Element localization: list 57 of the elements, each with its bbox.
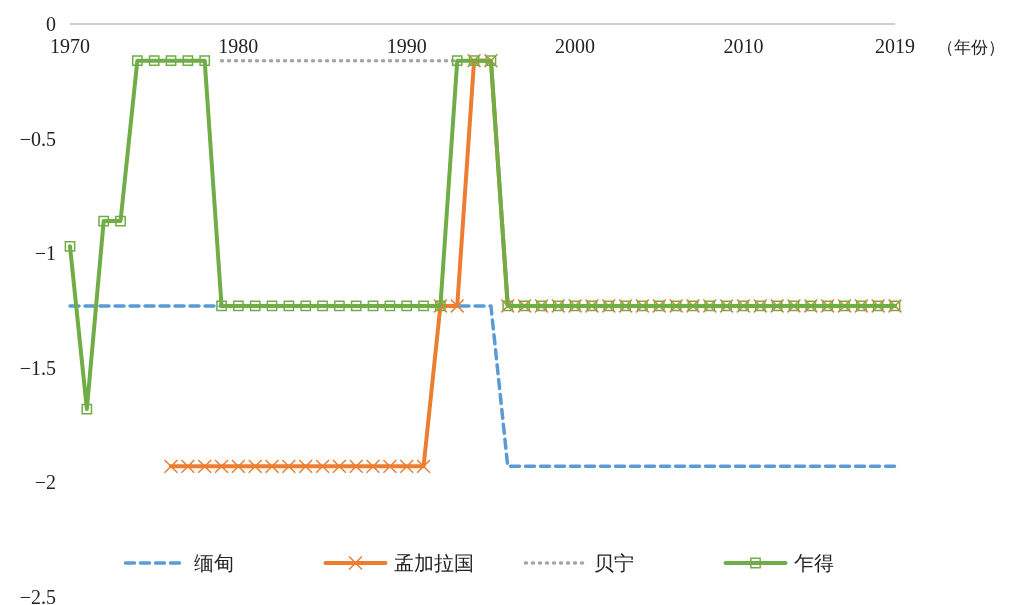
point [333, 300, 345, 312]
point [365, 459, 381, 474]
point [131, 55, 143, 67]
point [266, 300, 278, 312]
point [384, 300, 396, 312]
x-tick-label: 1980 [218, 35, 259, 57]
point [163, 459, 179, 474]
point [451, 55, 463, 67]
point [350, 300, 362, 312]
x-axis-title: （年份） [937, 37, 1005, 57]
point [199, 55, 211, 67]
x-tick-label: 1970 [50, 35, 90, 57]
y-tick-label: −0.5 [19, 127, 56, 150]
point [216, 300, 227, 312]
point [115, 215, 126, 227]
point [64, 240, 76, 252]
point [315, 459, 330, 474]
point [399, 459, 414, 474]
point [249, 300, 261, 312]
x-tick-label: 2000 [555, 35, 596, 57]
point [382, 459, 398, 474]
legend-label: 缅甸 [193, 551, 234, 575]
legend-label: 孟加拉国 [393, 551, 474, 575]
point [298, 459, 313, 474]
point [367, 300, 379, 312]
point [264, 459, 280, 474]
point [214, 459, 229, 474]
point [401, 300, 413, 312]
point [180, 459, 196, 474]
y-tick-label: −2.5 [19, 586, 56, 605]
point [197, 459, 212, 474]
y-tick-label: −1 [34, 242, 56, 265]
point [98, 215, 110, 227]
point [81, 403, 93, 415]
point [349, 459, 364, 474]
x-tick-label: 2019 [875, 35, 915, 57]
point [232, 300, 244, 312]
point [182, 55, 194, 67]
point [283, 300, 295, 312]
x-tick-label: 2010 [723, 35, 764, 57]
x-tick-label: 1990 [386, 35, 427, 57]
point [281, 459, 297, 474]
point [418, 300, 429, 312]
y-tick-label: 0 [46, 13, 56, 35]
point [450, 298, 465, 314]
legend-label: 乍得 [793, 551, 834, 575]
point [148, 55, 160, 67]
point [300, 300, 312, 312]
point [248, 459, 263, 474]
legend-label: 贝宁 [593, 551, 634, 575]
y-tick-label: −2 [34, 471, 56, 494]
y-tick-label: −1.5 [19, 356, 56, 379]
point [165, 55, 177, 67]
point [317, 300, 328, 312]
point [231, 459, 246, 474]
point [416, 459, 431, 474]
point [332, 459, 347, 474]
